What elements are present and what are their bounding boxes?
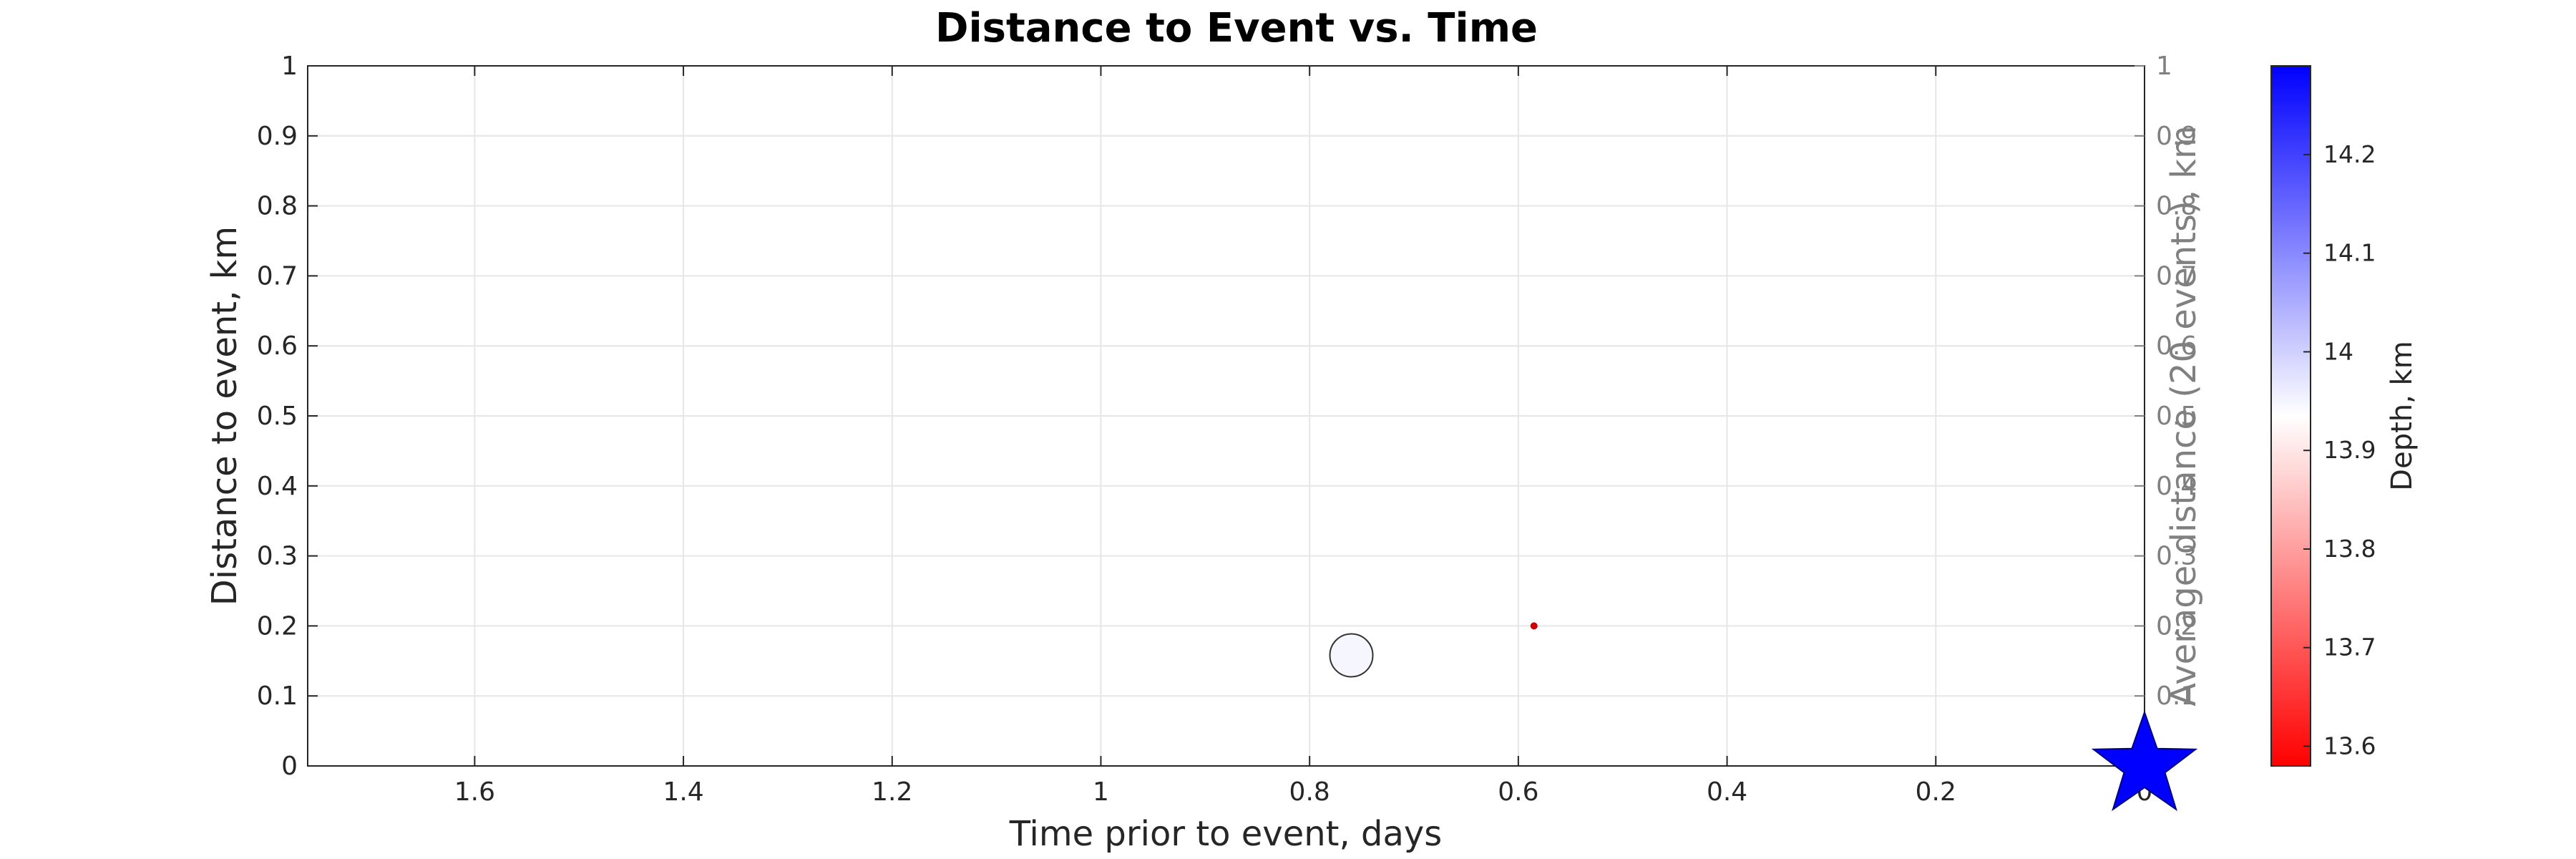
- x-axis: 1.6 1.4 1.2 1 0.8 0.6 0.4 0.2 0: [454, 66, 2152, 807]
- y2-axis-label: Average distance (20 events), km: [2164, 125, 2204, 707]
- data-points: [1329, 622, 2198, 812]
- y-tick-label: 0: [281, 752, 298, 781]
- x-tick-label: 1.6: [454, 777, 495, 807]
- colorbar: [2270, 65, 2311, 767]
- y2-tick-label: 0.9: [2156, 122, 2197, 151]
- y2-tick-label: 1: [2156, 52, 2172, 81]
- colorbar-tick-label: 13.7: [2323, 634, 2376, 661]
- grid: [308, 65, 2145, 767]
- y-tick-label: 0.2: [257, 611, 298, 641]
- y2-tick-label: 0.8: [2156, 192, 2197, 221]
- y-axis-left: 0 0.1 0.2 0.3 0.4 0.5 0.6 0.7 0.8 0.9 1: [257, 52, 318, 781]
- colorbar-tick-label: 14: [2323, 337, 2353, 365]
- y-axis-label: Distance to event, km: [205, 226, 245, 606]
- data-point: [1329, 633, 1374, 678]
- y-tick-label: 0.6: [257, 331, 298, 361]
- colorbar-tick-label: 14.2: [2323, 140, 2376, 168]
- y2-tick-label: 0.5: [2156, 402, 2197, 431]
- x-tick-label: 0.2: [1916, 777, 1956, 807]
- colorbar-ticks: 13.6 13.7 13.8 13.9 14 14.1 14.2: [2303, 140, 2376, 759]
- colorbar-label: Depth, km: [2386, 341, 2419, 490]
- y2-tick-label: 0.3: [2156, 542, 2197, 571]
- y2-tick-label: 0.4: [2156, 472, 2197, 501]
- x-tick-label: 0.8: [1289, 777, 1330, 807]
- x-tick-label: 1.4: [663, 777, 703, 807]
- x-tick-label: 0.6: [1498, 777, 1538, 807]
- colorbar-tick-label: 13.9: [2323, 436, 2376, 464]
- y-tick-label: 0.3: [257, 542, 298, 571]
- data-point: [1530, 622, 1538, 630]
- colorbar-tick-label: 13.6: [2323, 732, 2376, 759]
- y-tick-label: 0.9: [257, 122, 298, 151]
- y-tick-label: 0.4: [257, 472, 298, 501]
- y2-tick-label: 0.7: [2156, 261, 2197, 291]
- y2-tick-label: 0.2: [2156, 611, 2197, 641]
- x-tick-label: 1: [1093, 777, 1109, 807]
- y2-tick-label: 0.1: [2156, 681, 2197, 711]
- chart-title: Distance to Event vs. Time: [935, 5, 1538, 52]
- x-tick-label: 1.2: [872, 777, 912, 807]
- colorbar-tick-label: 13.8: [2323, 535, 2376, 563]
- colorbar-tick-label: 14.1: [2323, 239, 2376, 267]
- y-tick-label: 1: [281, 52, 298, 81]
- x-axis-label: Time prior to event, days: [1009, 814, 1443, 854]
- y-tick-label: 0.7: [257, 261, 298, 291]
- y-tick-label: 0.8: [257, 192, 298, 221]
- y-tick-label: 0.5: [257, 402, 298, 431]
- y2-tick-label: 0.6: [2156, 331, 2197, 361]
- y-axis-right: 0.1 0.2 0.3 0.4 0.5 0.6 0.7 0.8 0.9 1: [2135, 52, 2197, 711]
- mainshock-star-icon: [2091, 709, 2198, 812]
- x-tick-label: 0.4: [1707, 777, 1747, 807]
- y-tick-label: 0.1: [257, 681, 298, 711]
